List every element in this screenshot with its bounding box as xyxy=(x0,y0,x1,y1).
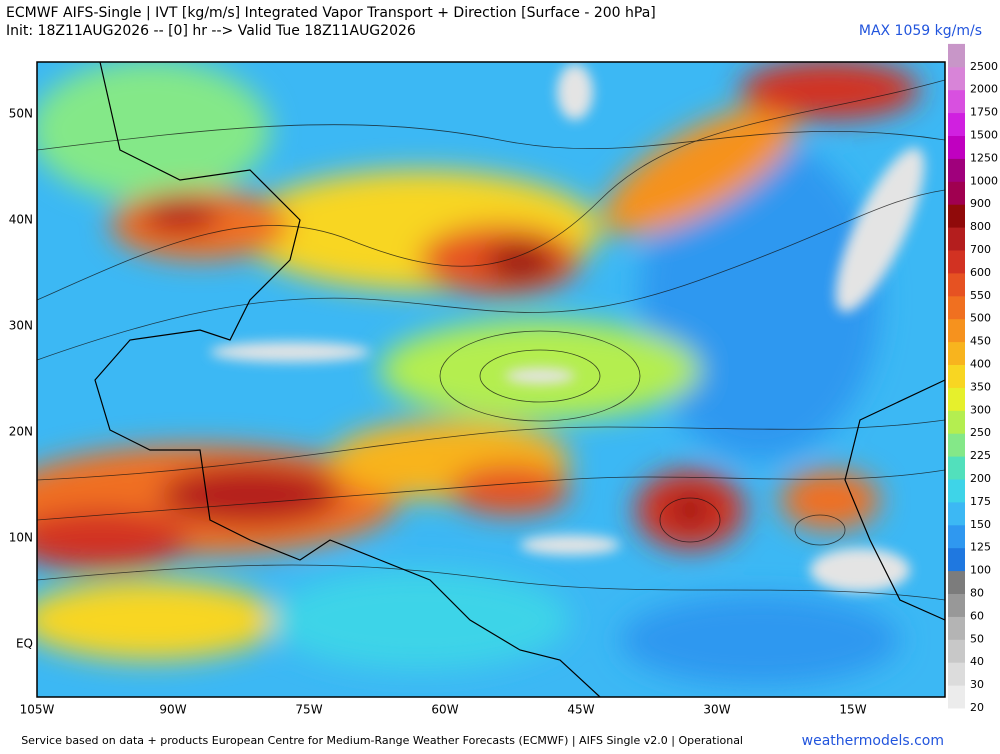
colorbar-label: 100 xyxy=(970,564,991,577)
colorbar-swatch xyxy=(948,685,965,709)
lat-label: 40N xyxy=(9,213,33,227)
colorbar-swatch xyxy=(948,479,965,503)
colorbar-swatch xyxy=(948,295,965,320)
colorbar-label: 300 xyxy=(970,403,991,416)
colorbar-swatch xyxy=(948,524,965,549)
lat-label: 20N xyxy=(9,425,33,439)
colorbar-label: 700 xyxy=(970,243,991,256)
lon-label: 15W xyxy=(839,703,866,717)
colorbar-swatch xyxy=(948,639,965,663)
colorbar-swatch xyxy=(948,43,965,68)
colorbar-swatch xyxy=(948,593,965,617)
colorbar-label: 40 xyxy=(970,655,984,668)
colorbar-label: 200 xyxy=(970,472,991,485)
colorbar-label: 800 xyxy=(970,220,991,233)
colorbar-label: 900 xyxy=(970,197,991,210)
colorbar-label: 250 xyxy=(970,426,991,439)
colorbar-label: 1250 xyxy=(970,151,998,164)
colorbar-swatch xyxy=(948,112,965,136)
colorbar-label: 350 xyxy=(970,380,991,393)
title: ECMWF AIFS-Single | IVT [kg/m/s] Integra… xyxy=(6,5,656,21)
lon-label: 105W xyxy=(20,703,55,717)
colorbar-label: 125 xyxy=(970,541,991,554)
lon-label: 75W xyxy=(295,703,322,717)
colorbar-swatch xyxy=(948,570,965,594)
colorbar-label: 600 xyxy=(970,266,991,279)
colorbar-swatch xyxy=(948,410,965,434)
colorbar-swatch xyxy=(948,66,965,91)
colorbar-label: 400 xyxy=(970,358,991,371)
colorbar-label: 175 xyxy=(970,495,991,508)
colorbar-swatch xyxy=(948,341,965,365)
colorbar-label: 50 xyxy=(970,632,984,645)
colorbar-swatch xyxy=(948,181,965,205)
colorbar-label: 225 xyxy=(970,449,991,462)
colorbar-label: 450 xyxy=(970,335,991,348)
colorbar-swatch xyxy=(948,250,965,274)
colorbar-swatch xyxy=(948,318,965,343)
colorbar-swatch xyxy=(948,364,965,388)
lat-label: 10N xyxy=(9,531,33,545)
colorbar-swatch xyxy=(948,662,965,686)
subtitle: Init: 18Z11AUG2026 -- [0] hr --> Valid T… xyxy=(6,23,416,39)
colorbar-swatch xyxy=(948,272,965,297)
colorbar-label: 20 xyxy=(970,701,984,714)
colorbar-label: 550 xyxy=(970,289,991,302)
colorbar-label: 30 xyxy=(970,678,984,691)
lat-label: 50N xyxy=(9,107,33,121)
lat-label: 30N xyxy=(9,319,33,333)
lat-label: EQ xyxy=(16,637,33,651)
lon-label: 45W xyxy=(567,703,594,717)
colorbar-swatch xyxy=(948,89,965,114)
colorbar-label: 80 xyxy=(970,587,984,600)
colorbar-swatch xyxy=(948,501,965,526)
colorbar-swatch xyxy=(948,204,965,228)
colorbar-label: 1750 xyxy=(970,106,998,119)
colorbar-swatch xyxy=(948,616,965,640)
colorbar-label: 2000 xyxy=(970,83,998,96)
colorbar-swatch xyxy=(948,158,965,182)
colorbar-label: 1500 xyxy=(970,129,998,142)
max-label: MAX 1059 kg/m/s xyxy=(859,23,982,39)
colorbar-swatch xyxy=(948,547,965,572)
footer-credit: Service based on data + products Europea… xyxy=(21,734,743,747)
colorbar-label: 2500 xyxy=(970,60,998,73)
colorbar-label: 60 xyxy=(970,609,984,622)
map-frame xyxy=(36,61,946,698)
colorbar-swatch xyxy=(948,227,965,251)
colorbar-label: 1000 xyxy=(970,174,998,187)
ivt-field xyxy=(37,62,945,697)
footer-brand: weathermodels.com xyxy=(802,733,944,749)
colorbar-swatch xyxy=(948,387,965,411)
colorbar-label: 500 xyxy=(970,312,991,325)
colorbar-swatch xyxy=(948,456,965,480)
lon-label: 90W xyxy=(159,703,186,717)
colorbar-swatch xyxy=(948,433,965,457)
lon-label: 60W xyxy=(431,703,458,717)
colorbar-label: 150 xyxy=(970,518,991,531)
lon-label: 30W xyxy=(703,703,730,717)
colorbar-swatch xyxy=(948,135,965,159)
